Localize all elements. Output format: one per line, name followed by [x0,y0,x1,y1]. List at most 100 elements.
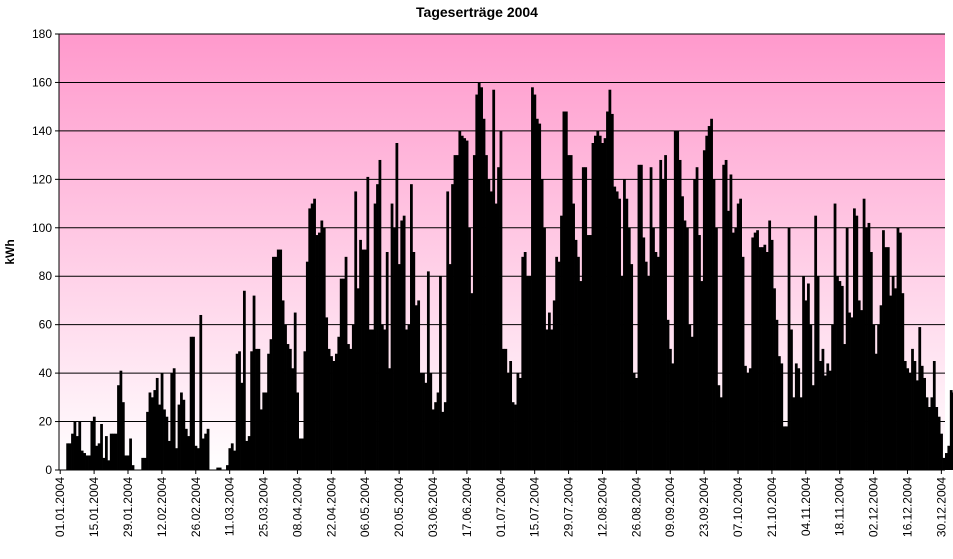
bar [276,249,280,470]
bar [545,329,549,470]
y-tick-label: 180 [32,27,52,41]
bar [671,363,675,470]
bar [814,215,818,470]
bar [748,368,752,470]
bar [506,373,510,470]
bar [647,276,651,470]
bar [480,87,483,470]
bar [577,256,580,470]
bar [857,300,861,470]
x-tick-label: 15.07.2004 [528,477,542,537]
bar [896,227,900,470]
bar [937,416,941,470]
bar [298,438,302,470]
bar [272,256,275,470]
bar [785,426,788,470]
bar [269,339,273,470]
bar [853,208,856,470]
bar [564,111,568,470]
bar [163,409,166,470]
bar [131,465,135,470]
bar [850,317,854,470]
bar [945,453,948,470]
bar [516,373,520,470]
bar [681,196,684,471]
bar [252,295,256,470]
bar [644,261,648,470]
bar [560,215,563,470]
y-tick-label: 100 [32,221,52,235]
x-tick-label: 11.03.2004 [223,477,237,536]
bar [405,329,408,470]
bar [635,377,638,470]
bar [177,404,181,470]
bar [216,467,220,470]
bar [884,247,888,470]
bar [930,397,934,470]
y-tick-label: 160 [32,75,52,89]
bar [112,433,116,470]
bar [400,220,404,470]
bar [659,159,663,470]
bar [310,203,314,470]
bar [75,436,79,470]
bar [194,445,198,470]
bar [843,344,847,470]
bar [141,457,145,470]
bar [380,324,384,470]
bar [439,276,442,470]
x-tick-label: 01.01.2004 [53,477,67,537]
bar [356,288,360,470]
bar [364,249,367,470]
bar [184,428,188,470]
bar [446,191,450,470]
bar [511,402,515,470]
bar [199,314,203,470]
bar [947,445,951,470]
bar [160,373,164,470]
bar [722,164,726,471]
bar [877,324,880,470]
bar [831,324,834,470]
bar [342,278,345,470]
bar [332,361,336,470]
chart-title: Tageserträge 2004 [416,4,538,20]
x-tick-label: 01.07.2004 [494,477,508,537]
bar [458,130,462,470]
x-tick-label: 17.06.2004 [460,477,474,537]
bar [315,235,319,470]
bar [301,438,304,470]
bar [792,397,796,470]
bar [787,227,791,470]
bar [68,443,72,470]
bar [262,392,266,470]
bar [695,167,699,470]
bar [146,411,149,470]
bar [925,397,929,470]
bar [361,249,365,470]
bar [932,361,936,470]
bar [463,138,467,470]
bar [456,155,459,471]
bar [586,235,590,470]
bar [589,235,592,470]
bar [761,247,764,470]
bar [627,227,631,470]
bar [126,455,130,470]
bar [862,198,866,470]
x-tick-label: 20.05.2004 [392,477,406,537]
bar [327,348,331,470]
bar [574,239,578,470]
y-tick-label: 80 [39,269,53,283]
bar [397,264,401,470]
bar [744,365,747,470]
bar [288,348,292,470]
y-tick-label: 140 [32,124,52,138]
bar [196,448,200,470]
bar [286,344,290,470]
bar [180,392,183,470]
bar [523,252,527,470]
bar [502,348,505,470]
x-tick-label: 29.01.2004 [121,477,135,537]
bar [441,411,445,470]
